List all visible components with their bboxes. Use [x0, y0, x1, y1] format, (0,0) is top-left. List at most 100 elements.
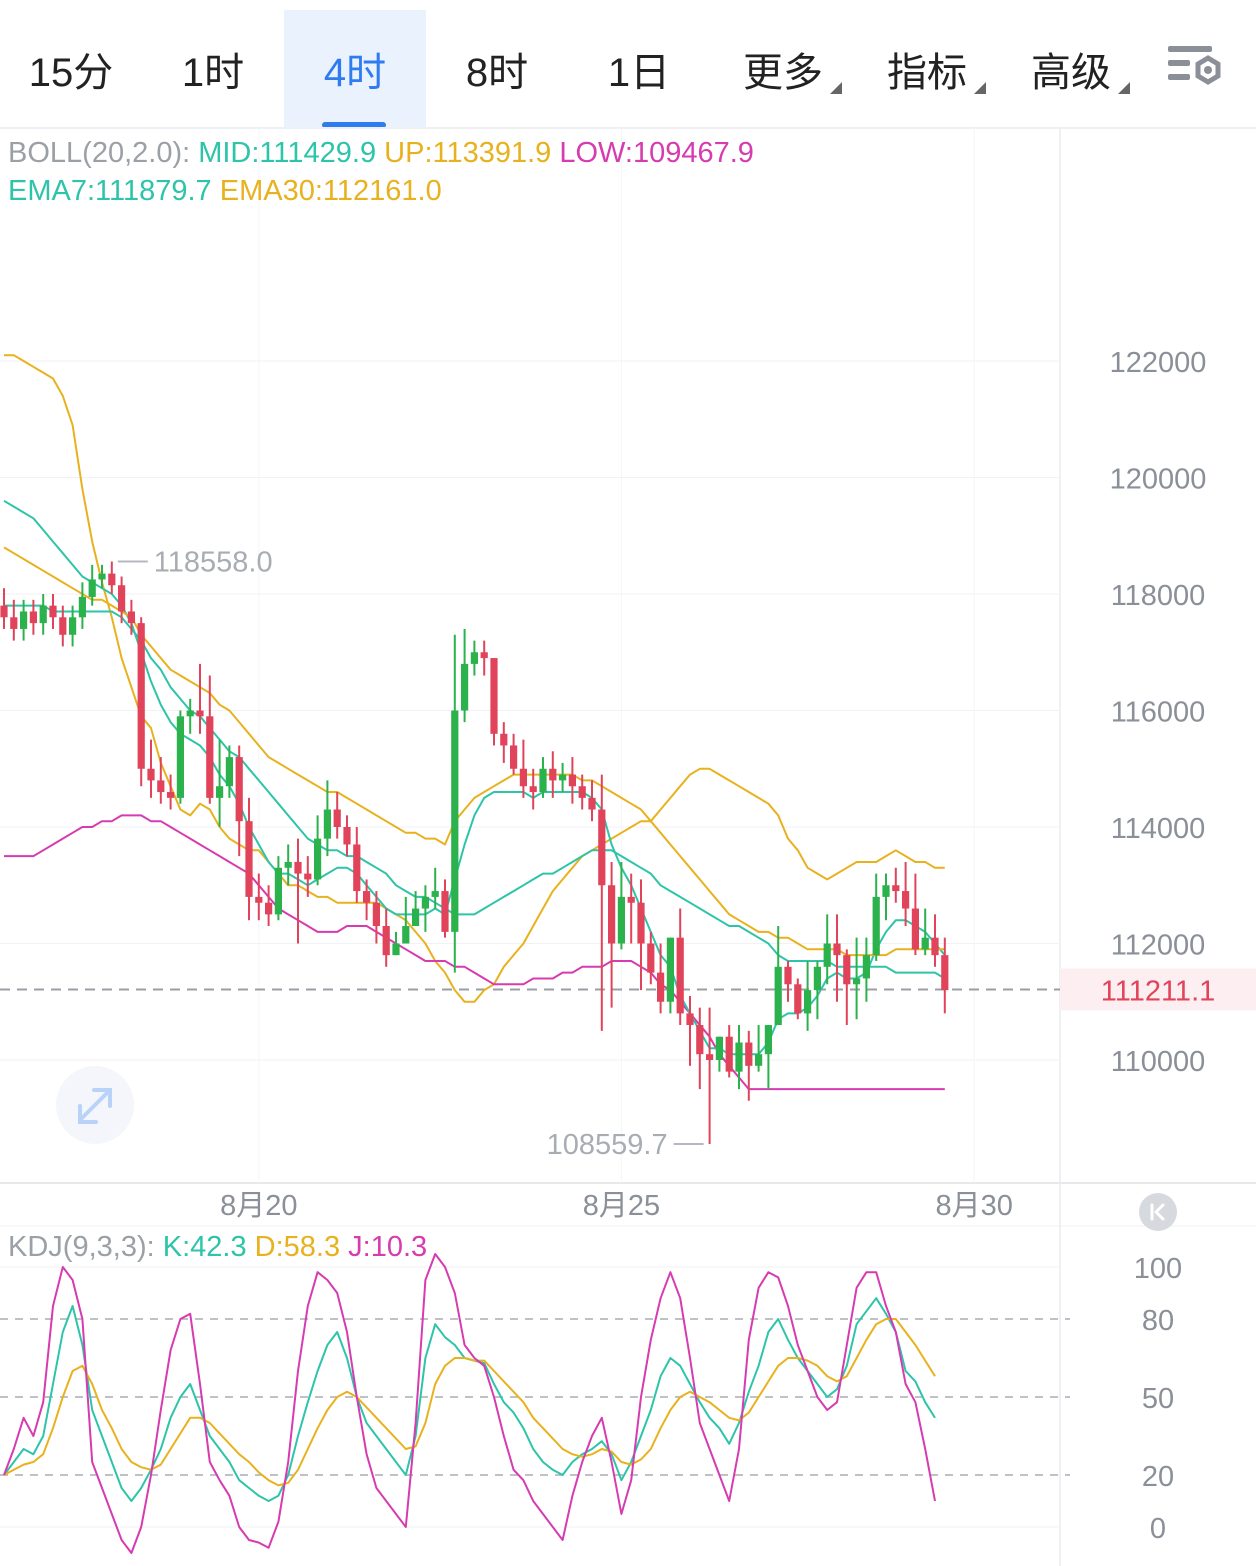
line-ema30	[3, 546, 945, 957]
boll-legend-name: BOLL(20,2.0):	[8, 137, 191, 169]
candle-up	[470, 652, 478, 664]
candle-down	[294, 861, 302, 874]
candle-up	[813, 966, 821, 991]
candle-down	[892, 885, 900, 892]
candle-up	[666, 937, 674, 1002]
candle-down	[157, 780, 165, 793]
tab-label: 4时	[323, 51, 387, 95]
tab-3[interactable]: 4时	[284, 10, 426, 128]
price-axis-label: 112000	[1111, 930, 1206, 962]
candle-down	[706, 1054, 714, 1060]
candle-down	[745, 1042, 753, 1066]
candle-down	[676, 937, 684, 1014]
ema30-value: EMA30:112161.0	[219, 175, 442, 207]
candle-down	[108, 573, 116, 586]
active-tab-indicator	[322, 122, 386, 128]
candle-up	[39, 605, 47, 624]
candle-down	[941, 955, 949, 991]
candle-up	[412, 908, 420, 927]
candle-down	[343, 827, 351, 845]
line-low	[4, 814, 945, 1091]
candle-down	[480, 652, 488, 659]
kdj-k-value: K:42.3	[162, 1231, 247, 1263]
tab-label: 更多	[743, 51, 823, 95]
rewind-to-latest-icon	[1150, 1203, 1165, 1221]
candle-down	[725, 1036, 733, 1072]
candle-up	[314, 838, 322, 880]
tab-1[interactable]: 15分	[0, 10, 142, 128]
tab-label: 8时	[465, 51, 529, 95]
price-axis-label: 118000	[1111, 580, 1206, 612]
candle-down	[578, 786, 586, 798]
candle-down	[647, 943, 655, 973]
candle-down	[598, 809, 606, 886]
tab-label: 1日	[607, 51, 671, 95]
dropdown-corner-icon	[974, 82, 986, 94]
candle-down	[608, 885, 616, 944]
low-marker-label: 108559.7	[547, 1129, 668, 1161]
chart-settings-icon[interactable]	[1166, 40, 1228, 100]
candle-up	[804, 990, 812, 1014]
candle-up	[862, 955, 870, 979]
high-marker-label: 118558.0	[154, 546, 273, 578]
candle-down	[568, 774, 576, 787]
kdj-axis-label: 20	[1142, 1461, 1174, 1493]
candle-down	[510, 745, 518, 769]
main-indicator-legend: BOLL(20,2.0): MID:111429.9 UP:113391.9 L…	[8, 134, 754, 210]
candle-up	[88, 579, 96, 597]
candle-up	[715, 1036, 723, 1060]
candle-up	[559, 774, 567, 781]
scroll-to-latest-button[interactable]	[1139, 1193, 1177, 1231]
candle-up	[225, 757, 233, 787]
candle-up	[421, 896, 429, 909]
candle-down	[118, 585, 126, 612]
tab-7[interactable]: 指标	[856, 10, 998, 128]
boll-low-value: LOW:109467.9	[559, 137, 754, 169]
candle-up	[539, 768, 547, 793]
kdj-line-d	[3, 1318, 936, 1487]
price-axis-label: 110000	[1111, 1046, 1206, 1078]
kdj-legend: KDJ(9,3,3): K:42.3 D:58.3 J:10.3	[8, 1230, 427, 1264]
tab-4[interactable]: 8时	[426, 10, 568, 128]
candle-down	[127, 611, 135, 624]
candle-up	[921, 937, 929, 950]
candle-down	[265, 902, 273, 915]
tab-8[interactable]: 高级	[1000, 10, 1142, 128]
tab-6[interactable]: 更多	[712, 10, 854, 128]
line-up	[4, 354, 945, 1003]
chart-settings-icon-glyph	[1168, 46, 1221, 85]
candle-down	[931, 937, 939, 956]
current-price-label: 111211.1	[1101, 975, 1216, 1007]
candle-up	[274, 867, 282, 915]
candle-up	[764, 1025, 772, 1055]
date-axis-label: 8月20	[220, 1190, 297, 1222]
candle-down	[363, 891, 371, 903]
candle-down	[441, 891, 449, 932]
tab-2[interactable]: 1时	[142, 10, 284, 128]
candle-down	[696, 1025, 704, 1055]
kdj-d-value: D:58.3	[254, 1231, 341, 1263]
candle-down	[29, 611, 37, 624]
tab-label: 1时	[181, 51, 245, 95]
candle-down	[10, 617, 18, 629]
candle-down	[167, 792, 175, 798]
tab-5[interactable]: 1日	[568, 10, 710, 128]
candle-down	[637, 902, 645, 944]
expand-icon	[78, 1088, 112, 1124]
dropdown-corner-icon	[830, 82, 842, 94]
candle-down	[833, 943, 841, 956]
price-axis-label: 120000	[1110, 464, 1207, 496]
price-axis-label: 122000	[1110, 347, 1207, 379]
kdj-line-j	[3, 1253, 936, 1554]
candle-up	[402, 926, 410, 944]
current-price-label-bg	[1060, 968, 1256, 1011]
candle-down	[843, 955, 851, 985]
candle-down	[382, 926, 390, 956]
expand-chart-button[interactable]	[56, 1066, 134, 1144]
candle-up	[176, 716, 184, 798]
candle-down	[794, 984, 802, 1014]
candle-up	[431, 891, 439, 897]
candle-up	[882, 885, 890, 897]
candle-down	[627, 896, 635, 903]
